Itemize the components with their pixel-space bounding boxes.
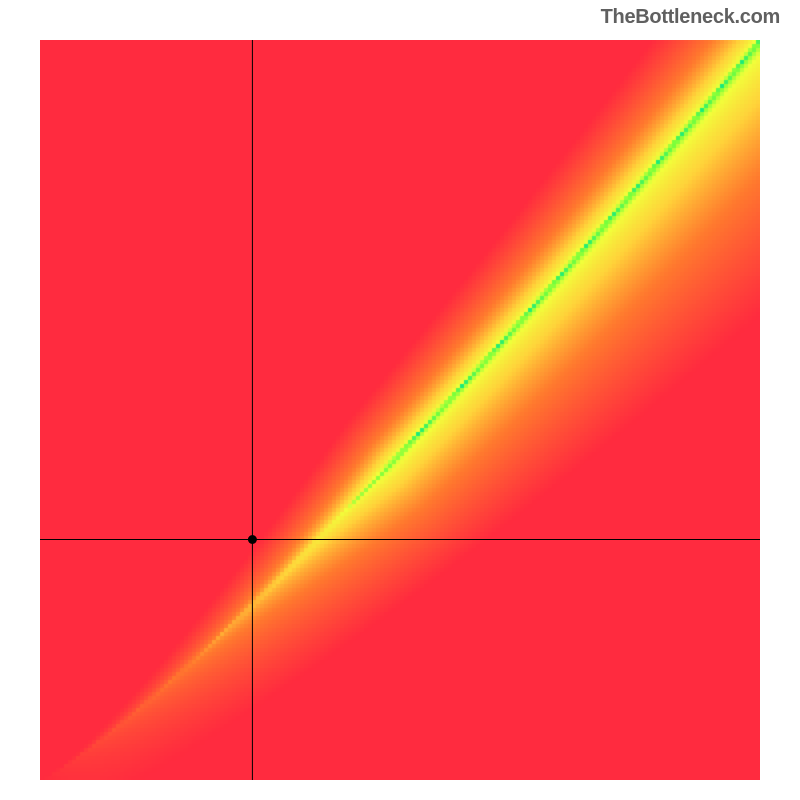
watermark-text: TheBottleneck.com [601, 6, 780, 29]
heatmap-canvas [40, 40, 760, 780]
heatmap-plot [40, 40, 760, 780]
